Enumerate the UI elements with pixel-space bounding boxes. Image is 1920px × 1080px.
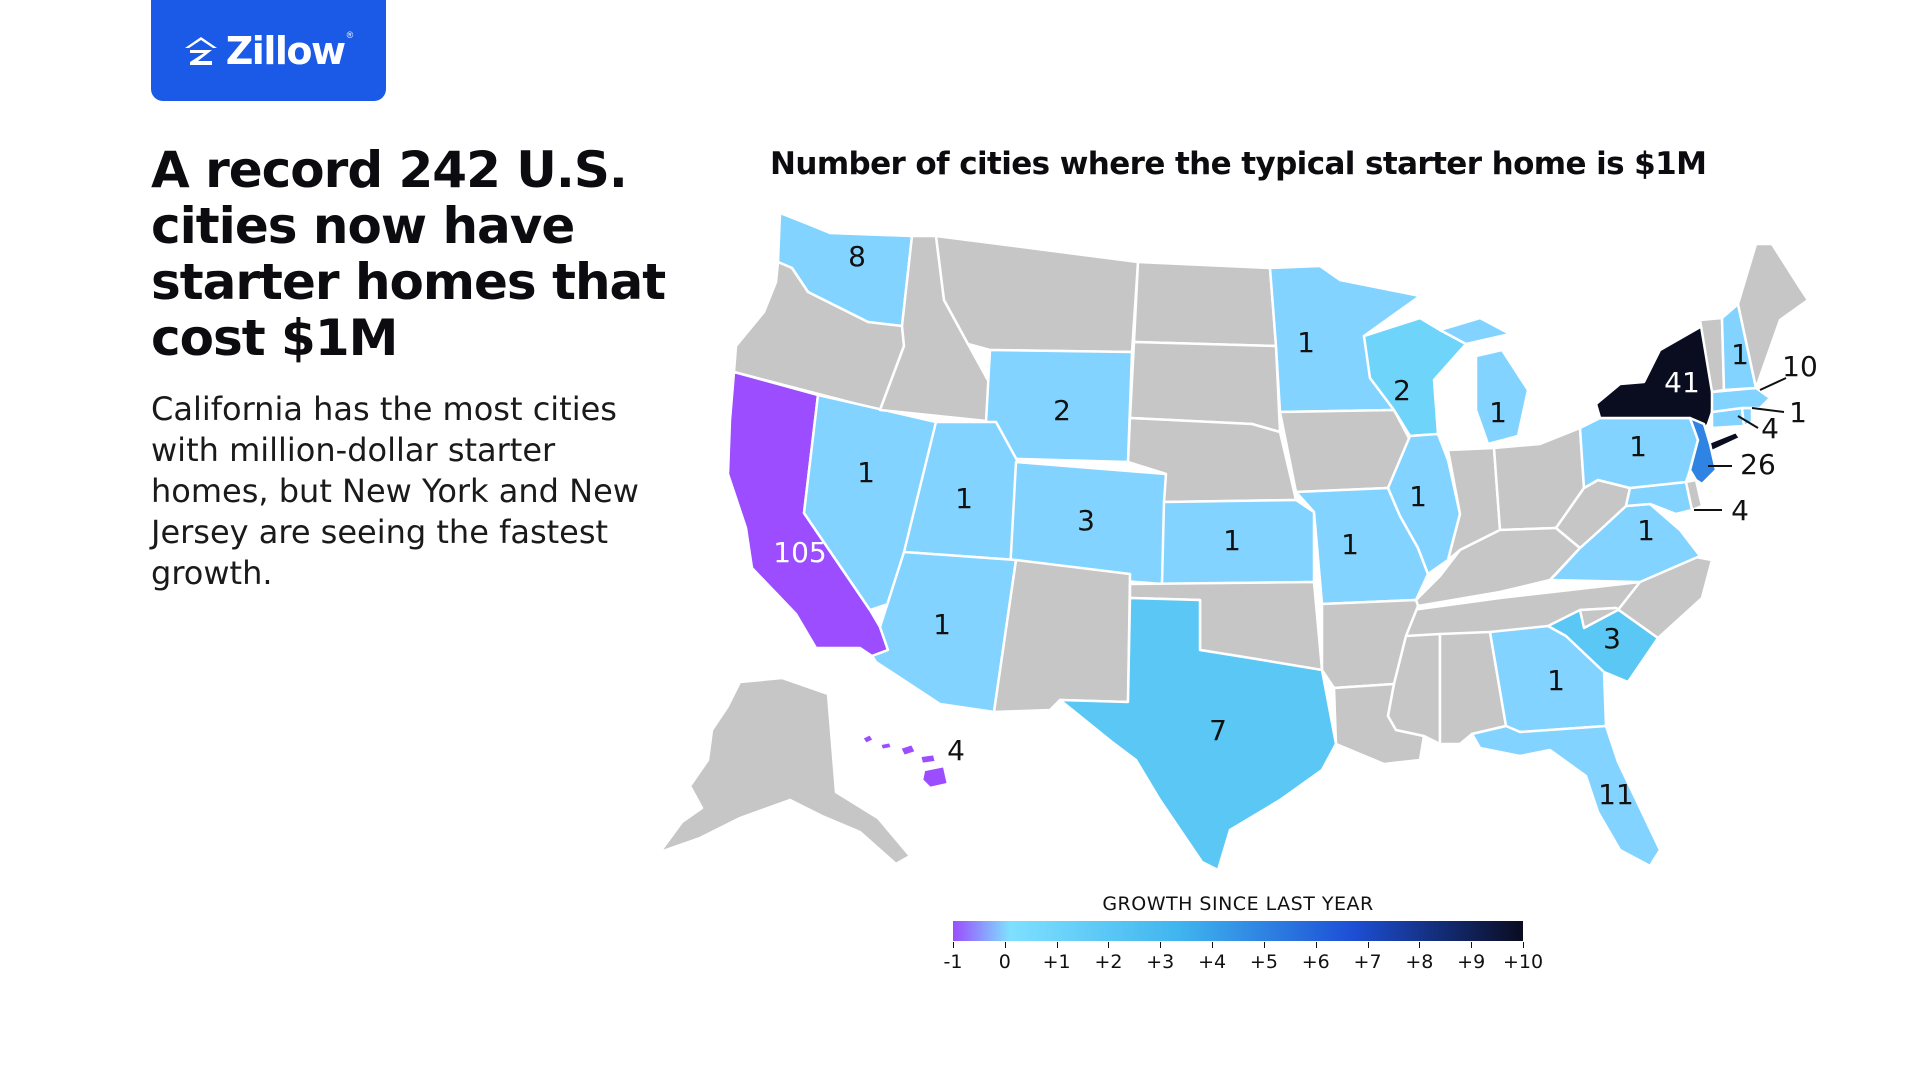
label-ca: 105 bbox=[773, 536, 826, 569]
state-hawaii bbox=[860, 732, 950, 790]
label-nv: 1 bbox=[857, 456, 875, 489]
label-co: 3 bbox=[1077, 504, 1095, 537]
map-title: Number of cities where the typical start… bbox=[770, 146, 1707, 182]
label-va: 1 bbox=[1637, 514, 1655, 547]
legend-tick-label: +3 bbox=[1146, 951, 1175, 973]
legend-tick-label: +4 bbox=[1198, 951, 1227, 973]
state-alaska bbox=[658, 676, 912, 866]
state-new-jersey bbox=[1688, 416, 1718, 486]
legend-tick-mark bbox=[1056, 942, 1058, 948]
leader-lines bbox=[1694, 377, 1787, 511]
legend-tick-mark bbox=[1419, 942, 1421, 948]
state-illinois bbox=[1386, 432, 1462, 576]
zillow-house-icon bbox=[184, 36, 217, 65]
headline: A record 242 U.S. cities now have starte… bbox=[151, 141, 666, 367]
label-hi: 4 bbox=[947, 734, 965, 767]
state-florida bbox=[1470, 724, 1662, 868]
label-az: 1 bbox=[933, 608, 951, 641]
legend-tick-mark bbox=[1212, 942, 1214, 948]
legend-tick-mark bbox=[953, 942, 954, 948]
legend-tick-label: +6 bbox=[1301, 951, 1330, 973]
legend-tick-label: +7 bbox=[1353, 951, 1382, 973]
label-nj: 26 bbox=[1740, 448, 1776, 481]
leader-line-ct bbox=[1737, 415, 1759, 429]
legend-tick-label: +2 bbox=[1094, 951, 1123, 973]
label-ga: 1 bbox=[1547, 664, 1565, 697]
legend-tick-label: -1 bbox=[943, 951, 963, 973]
legend-tick-label: +5 bbox=[1249, 951, 1278, 973]
state-north-dakota bbox=[1132, 260, 1278, 348]
label-fl: 11 bbox=[1598, 778, 1634, 811]
legend-tick-mark bbox=[1367, 942, 1369, 948]
legend-ticks: -1 0 +1 +2 +3 +4 +5 +6 +7 +8 +9 +10 bbox=[944, 942, 1543, 973]
label-ut: 1 bbox=[955, 482, 973, 515]
legend-tick-label: +10 bbox=[1502, 951, 1544, 973]
label-mi: 1 bbox=[1489, 396, 1507, 429]
state-maine bbox=[1736, 242, 1810, 390]
legend-tick-mark bbox=[1263, 942, 1265, 948]
state-texas bbox=[1058, 596, 1338, 872]
legend-tick-mark bbox=[1108, 942, 1110, 948]
label-nh: 1 bbox=[1731, 338, 1749, 371]
zillow-logo: Zillow ® bbox=[151, 0, 386, 101]
legend-tick-mark bbox=[1315, 942, 1317, 948]
legend-tick-mark bbox=[1471, 942, 1473, 948]
state-north-carolina bbox=[1578, 554, 1714, 640]
label-ct: 4 bbox=[1761, 412, 1779, 445]
legend-tick-mark bbox=[1004, 942, 1006, 948]
label-ny: 41 bbox=[1664, 366, 1700, 399]
legend-tick-label: 0 bbox=[998, 951, 1011, 973]
state-new-mexico bbox=[992, 558, 1132, 714]
legend-tick-mark bbox=[1523, 942, 1524, 948]
state-delaware bbox=[1684, 478, 1704, 512]
state-wisconsin bbox=[1362, 316, 1468, 438]
legend-tick-label: +1 bbox=[1042, 951, 1071, 973]
legend-title: GROWTH SINCE LAST YEAR bbox=[1102, 893, 1374, 915]
legend-tick-label: +8 bbox=[1405, 951, 1434, 973]
state-montana bbox=[934, 234, 1140, 354]
leader-line-ri bbox=[1751, 407, 1785, 413]
label-wy: 2 bbox=[1053, 394, 1071, 427]
label-sc: 3 bbox=[1603, 622, 1621, 655]
legend-tick-label: +9 bbox=[1457, 951, 1486, 973]
label-pa: 1 bbox=[1629, 430, 1647, 463]
label-ma: 10 bbox=[1782, 350, 1818, 383]
state-michigan bbox=[1438, 316, 1530, 446]
label-wa: 8 bbox=[848, 240, 866, 273]
label-ri: 1 bbox=[1789, 396, 1807, 429]
state-shapes bbox=[658, 211, 1810, 872]
label-ks: 1 bbox=[1223, 524, 1241, 557]
label-wi: 2 bbox=[1393, 374, 1411, 407]
label-md: 4 bbox=[1731, 494, 1749, 527]
label-tx: 7 bbox=[1209, 714, 1227, 747]
leader-line-ma bbox=[1759, 377, 1787, 391]
subheadline: California has the most cities with mill… bbox=[151, 390, 639, 592]
state-kansas bbox=[1160, 498, 1316, 586]
registered-mark: ® bbox=[346, 30, 354, 40]
state-labels: 8 105 1 1 2 3 1 1 7 1 2 1 1 1 1 41 1 10 … bbox=[773, 240, 1818, 811]
state-mississippi bbox=[1386, 632, 1442, 746]
legend-color-scale bbox=[953, 921, 1523, 941]
label-mn: 1 bbox=[1297, 326, 1315, 359]
label-il: 1 bbox=[1409, 480, 1427, 513]
zillow-wordmark: Zillow bbox=[225, 28, 346, 73]
label-mo: 1 bbox=[1341, 528, 1359, 561]
legend-tick-mark bbox=[1160, 942, 1162, 948]
